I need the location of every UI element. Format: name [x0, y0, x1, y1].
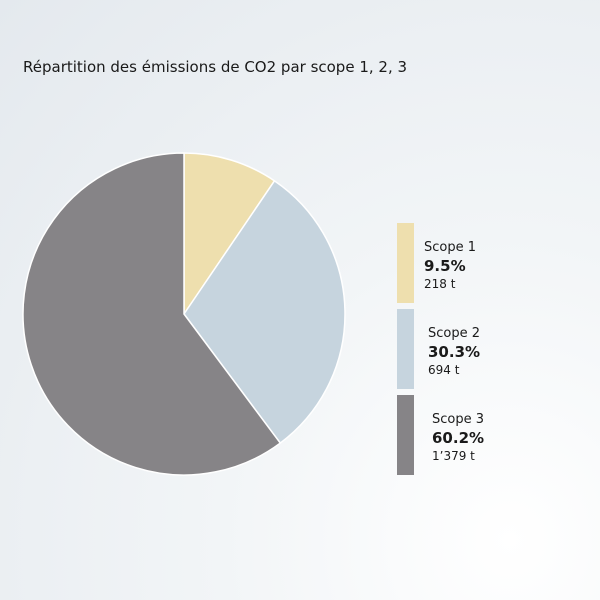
legend-item-scope-1: Scope 1 9.5% 218 t [397, 223, 517, 303]
legend-label-scope-1: Scope 1 [424, 240, 477, 255]
pie-slice-scope-3 [22, 152, 282, 476]
legend-value-scope-3: 1’379 t [432, 449, 475, 463]
legend-swatch-scope-1 [397, 223, 414, 303]
legend-percent-scope-2: 30.3% [428, 343, 481, 361]
legend-percent-scope-3: 60.2% [432, 429, 485, 447]
legend-swatch-scope-3 [397, 395, 414, 475]
chart-title: Répartition des émissions de CO2 par sco… [23, 58, 408, 76]
legend-label-scope-2: Scope 2 [428, 326, 481, 341]
legend-value-scope-2: 694 t [428, 363, 460, 377]
legend-percent-scope-1: 9.5% [424, 257, 466, 275]
pie-slice-scope-2 [183, 180, 346, 444]
legend-item-scope-2: Scope 2 30.3% 694 t [397, 309, 517, 389]
pie-slice-scope-1 [183, 152, 276, 315]
legend-item-scope-3: Scope 3 60.2% 1’379 t [397, 395, 517, 475]
legend-swatch-scope-2 [397, 309, 414, 389]
legend-label-scope-3: Scope 3 [432, 412, 485, 427]
legend-value-scope-1: 218 t [424, 277, 456, 291]
